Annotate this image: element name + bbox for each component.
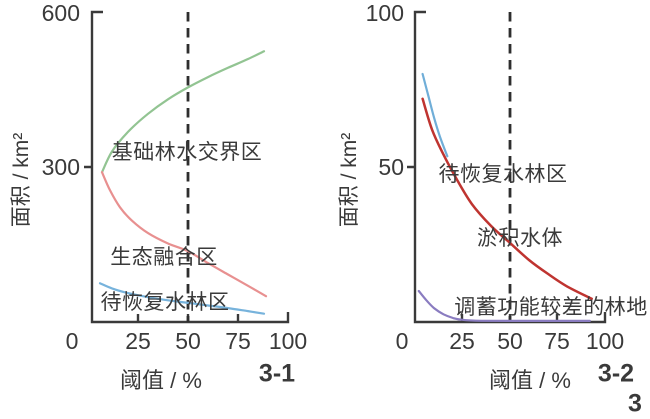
x-tick-label: 25 [449,328,475,354]
chart2-axes [407,10,607,324]
series-curve-0-0 [100,50,266,174]
x-tick-label: 100 [268,328,308,354]
series-label: 调蓄功能较差的林地 [454,296,648,319]
page-number: 3 [628,389,642,418]
x-tick-label: 75 [544,328,570,354]
x-tick-label: 0 [395,328,409,354]
series-label: 待恢复水林区 [100,291,230,314]
chart2-caption: 3-2 [597,359,635,388]
chart1-caption: 3-1 [258,359,296,388]
chart1-x-axis-label: 阈值 / % [120,368,202,393]
chart2-x-axis-label: 阈值 / % [489,368,571,393]
series-curve-1-1 [421,97,593,301]
series-curve-0-2 [98,282,266,315]
x-tick-label: 50 [497,328,523,354]
y-tick-label: 600 [41,0,80,26]
chart1-axes [84,10,290,324]
series-label: 待恢复水林区 [438,163,568,186]
x-tick-label: 50 [175,328,201,354]
x-tick-label: 0 [65,328,79,354]
y-tick-label: 100 [365,0,404,26]
y-tick-label: 300 [41,154,80,180]
series-curve-0-1 [100,171,268,298]
series-curve-1-0 [421,72,449,158]
x-tick-label: 75 [225,328,251,354]
series-label: 淤积水体 [477,227,563,250]
chart1-series-curves [98,50,268,315]
chart2-series-curves [417,72,593,322]
series-label: 生态融合区 [110,246,218,269]
y-tick-label: 50 [378,154,404,180]
series-curve-1-2 [417,289,591,322]
x-tick-label: 100 [585,328,625,354]
x-tick-label: 25 [125,328,151,354]
series-label: 基础林水交界区 [111,141,263,164]
